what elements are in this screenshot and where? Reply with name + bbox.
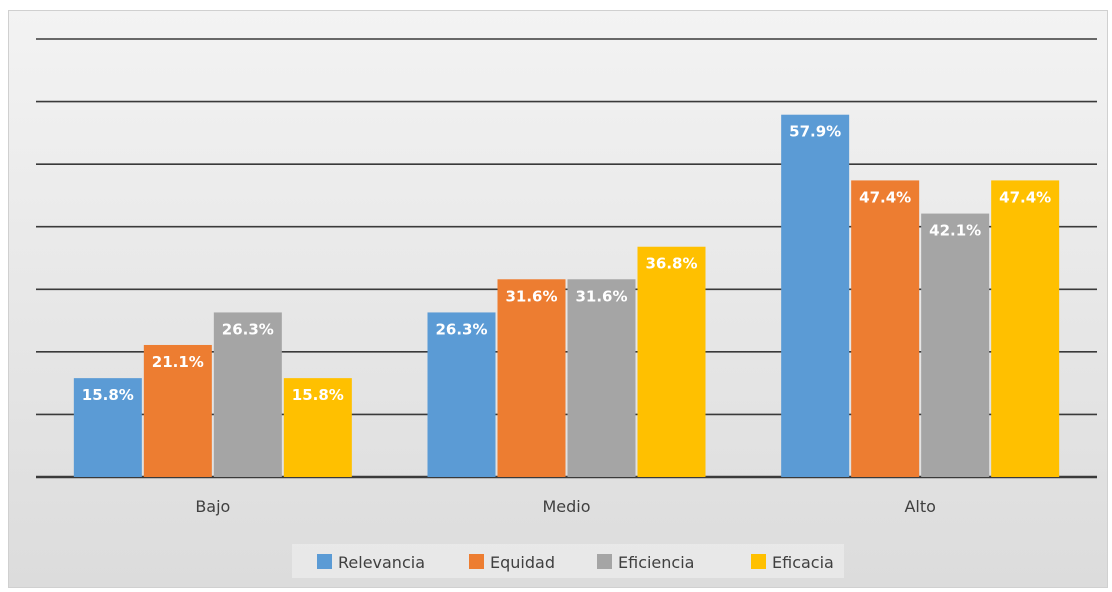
data-label: 26.3% bbox=[435, 320, 487, 338]
data-label: 26.3% bbox=[222, 320, 274, 338]
legend-label: Equidad bbox=[490, 553, 555, 572]
bar-eficiencia-alto bbox=[921, 213, 990, 477]
legend-swatch-relevancia bbox=[317, 554, 332, 569]
data-label: 31.6% bbox=[505, 287, 557, 305]
bar-eficacia-bajo bbox=[283, 378, 352, 477]
bar-equidad-medio bbox=[497, 279, 566, 477]
bar-relevancia-bajo bbox=[73, 378, 142, 477]
category-label: Medio bbox=[542, 497, 590, 516]
bar-equidad-bajo bbox=[143, 344, 212, 477]
chart-area: 15.8% 21.1% 26.3% 15.8% Bajo 26.3% 31.6% 31.6% 3… bbox=[8, 10, 1108, 588]
data-label: 36.8% bbox=[645, 255, 697, 273]
legend-label: Eficiencia bbox=[618, 553, 694, 572]
data-label: 47.4% bbox=[859, 188, 911, 206]
data-label: 57.9% bbox=[789, 123, 841, 141]
data-label: 42.1% bbox=[929, 222, 981, 240]
bar-eficiencia-medio bbox=[567, 279, 636, 477]
bar-eficacia-alto bbox=[991, 180, 1060, 477]
bar-equidad-alto bbox=[851, 180, 920, 477]
legend-label: Relevancia bbox=[338, 553, 425, 572]
legend-swatch-eficiencia bbox=[597, 554, 612, 569]
category-label: Alto bbox=[904, 497, 935, 516]
data-label: 31.6% bbox=[575, 287, 627, 305]
bar-eficacia-medio bbox=[637, 246, 706, 477]
legend-swatch-eficacia bbox=[751, 554, 766, 569]
data-label: 47.4% bbox=[999, 188, 1051, 206]
legend-label: Eficacia bbox=[772, 553, 834, 572]
bar-relevancia-alto bbox=[781, 114, 850, 477]
legend-swatch-equidad bbox=[469, 554, 484, 569]
data-label: 15.8% bbox=[292, 386, 344, 404]
data-label: 21.1% bbox=[152, 353, 204, 371]
data-label: 15.8% bbox=[82, 386, 134, 404]
bar-relevancia-medio bbox=[427, 312, 496, 477]
category-label: Bajo bbox=[195, 497, 230, 516]
bar-chart: 15.8% 21.1% 26.3% 15.8% Bajo 26.3% 31.6% 31.6% 3… bbox=[36, 38, 1097, 578]
bar-eficiencia-bajo bbox=[213, 312, 282, 477]
